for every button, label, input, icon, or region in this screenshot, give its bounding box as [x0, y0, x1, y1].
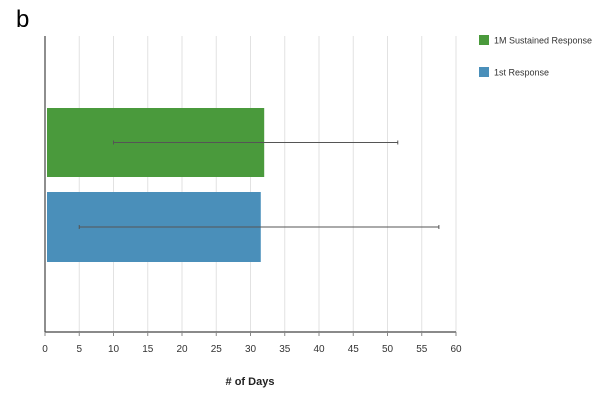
x-tick-label: 20	[176, 344, 188, 355]
legend: 1M Sustained Response 1st Response	[479, 35, 592, 78]
x-tick-label: 55	[416, 344, 428, 355]
x-axis-title: # of Days	[226, 376, 275, 388]
x-tick-label: 35	[279, 344, 291, 355]
x-tick-label: 10	[108, 344, 120, 355]
x-tick-label: 30	[245, 344, 257, 355]
x-tick-label: 50	[382, 344, 394, 355]
x-tick-labels: 0 5 10 15 20 25 30 35 40 45 50 55 60	[42, 332, 462, 355]
x-tick-label: 5	[76, 344, 82, 355]
x-tick-label: 45	[348, 344, 360, 355]
error-bars	[78, 140, 440, 229]
x-tick-label: 15	[142, 344, 154, 355]
legend-swatch	[479, 35, 489, 45]
x-tick-label: 0	[42, 344, 48, 355]
x-tick-label: 40	[313, 344, 325, 355]
panel-label: b	[16, 6, 30, 33]
x-tick-label: 25	[211, 344, 223, 355]
gridlines	[78, 36, 457, 332]
legend-label: 1st Response	[494, 68, 549, 78]
legend-swatch	[479, 67, 489, 77]
legend-label: 1M Sustained Response	[494, 36, 592, 46]
x-tick-label: 60	[450, 344, 462, 355]
